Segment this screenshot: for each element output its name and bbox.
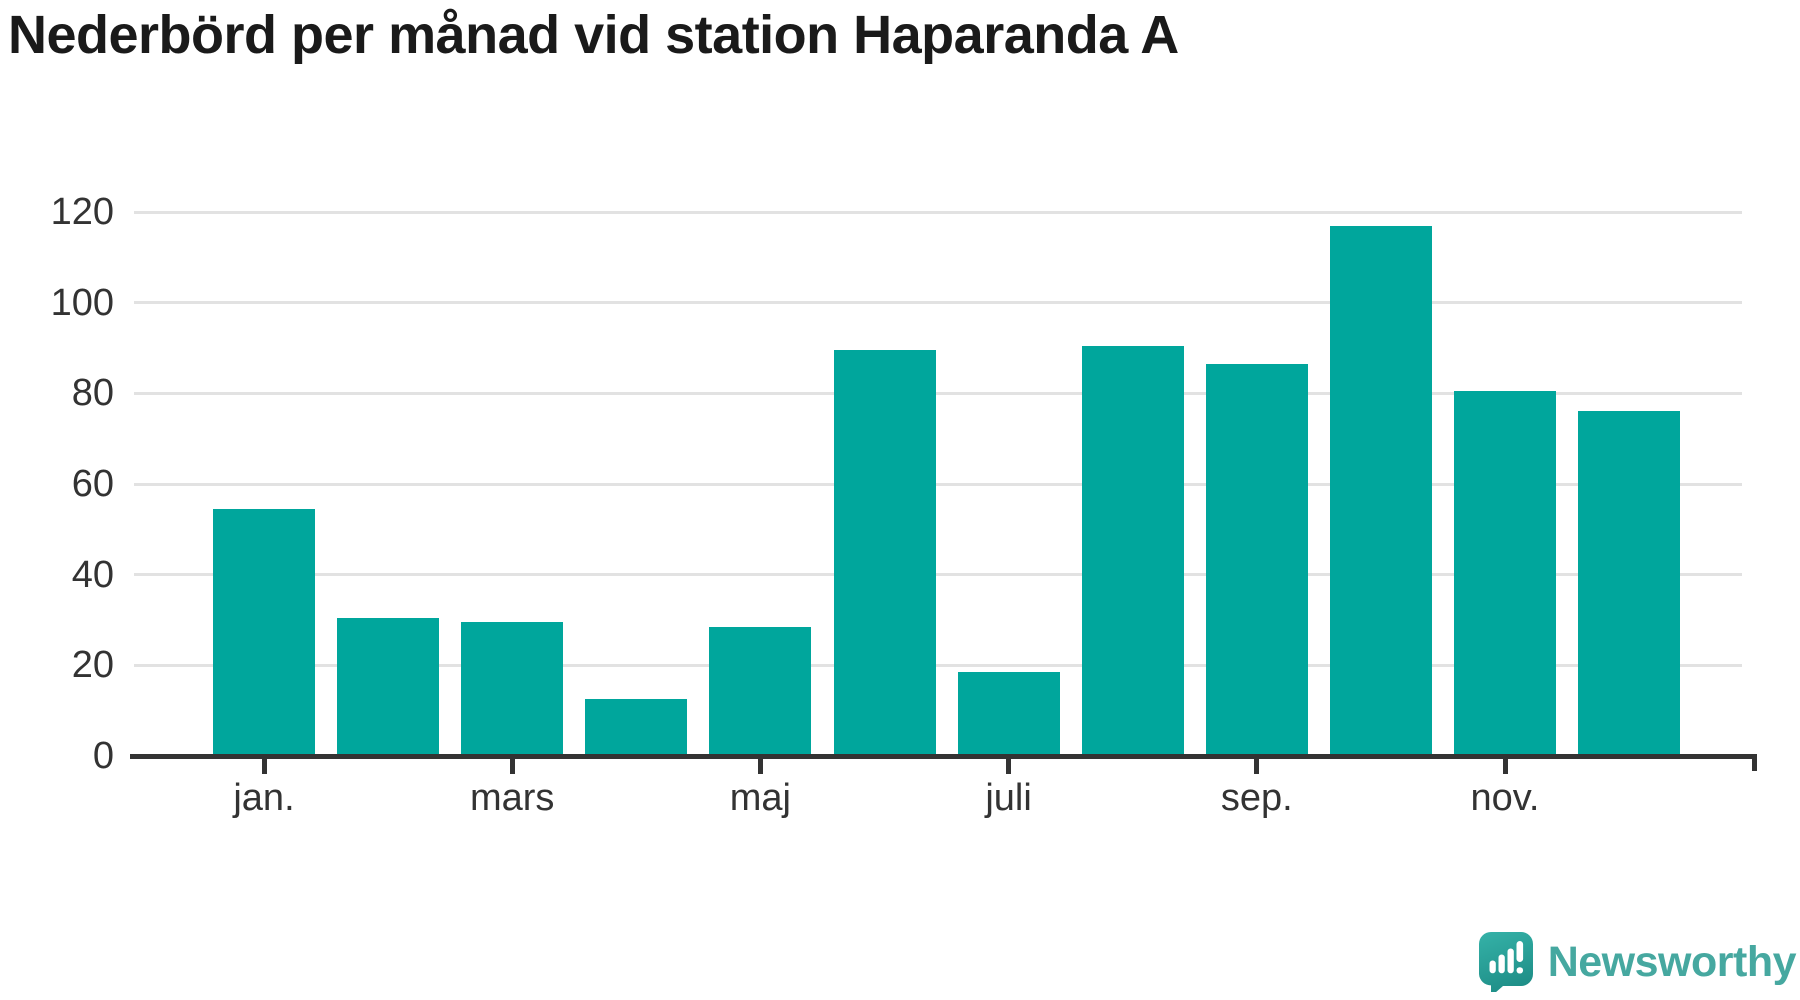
y-axis-tick-label: 120 — [50, 191, 114, 233]
bar-juli — [957, 672, 1060, 756]
bar-juni — [833, 350, 936, 756]
x-axis-tick-label: juli — [985, 777, 1032, 819]
gridline — [134, 573, 1742, 577]
x-axis-tick-label: mars — [469, 777, 555, 819]
y-axis-tick-label: 100 — [50, 281, 114, 324]
y-axis-tick-label: 0 — [92, 735, 114, 777]
bar-apr — [585, 699, 688, 756]
y-axis-tick-label: 20 — [71, 644, 114, 687]
gridline — [134, 391, 1742, 395]
y-axis-tick-label: 80 — [71, 372, 114, 415]
newsworthy-logo-text: Newsworthy — [1547, 937, 1797, 986]
x-axis-tick-label: jan. — [233, 777, 295, 819]
y-axis-tick-label: 40 — [71, 553, 114, 596]
bar-nov — [1454, 391, 1556, 756]
bar-jan — [213, 508, 315, 756]
gridline — [134, 210, 1742, 214]
x-axis-line — [130, 753, 1757, 759]
bar-feb — [337, 617, 440, 756]
bar-maj — [709, 626, 812, 756]
bar-mars — [461, 622, 564, 756]
gridline — [134, 301, 1742, 305]
x-axis-tick — [1502, 758, 1508, 774]
gridline — [134, 663, 1742, 667]
gridline — [134, 482, 1742, 486]
x-axis-tick-label: nov. — [1470, 777, 1540, 819]
x-axis-tick — [1254, 758, 1260, 774]
bar-sep — [1205, 363, 1308, 756]
x-axis-tick — [1006, 758, 1012, 774]
bar-okt — [1329, 225, 1432, 756]
x-axis-tick-label: sep. — [1220, 777, 1293, 819]
bar-chart-speech-bubble-icon — [1478, 932, 1533, 992]
bar-aug — [1081, 345, 1184, 756]
x-axis-tick — [509, 758, 515, 774]
x-axis-end-tick — [1752, 756, 1757, 771]
x-axis-tick — [261, 758, 267, 774]
x-axis-tick — [757, 758, 763, 774]
x-axis-tick-label: maj — [729, 777, 791, 819]
y-axis-tick-label: 60 — [71, 463, 114, 505]
chart-title: Nederbörd per månad vid station Haparand… — [8, 5, 1179, 65]
newsworthy-logo: Newsworthy — [1478, 932, 1797, 992]
bar-dec — [1578, 411, 1681, 756]
